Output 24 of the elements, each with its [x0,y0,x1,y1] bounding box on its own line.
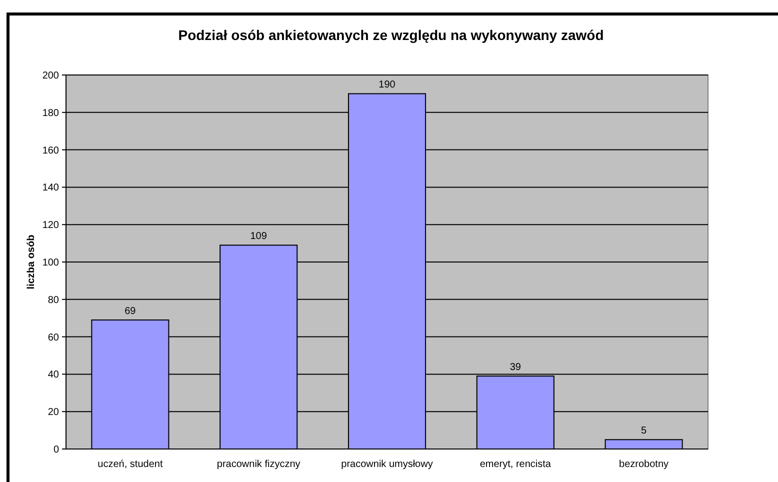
y-tick-label: 0 [53,444,60,456]
y-tick-label: 140 [42,182,60,194]
data-label: 109 [250,231,268,242]
data-label: 5 [641,426,648,437]
x-tick-label: emeryt, rencista [480,459,552,470]
data-label: 190 [378,80,396,91]
y-tick-label: 160 [42,145,60,156]
x-tick-label: uczeń, student [98,459,163,470]
x-tick-label: pracownik umysłowy [341,459,433,470]
y-tick-label: 20 [48,407,60,418]
y-tick-label: 60 [48,332,60,344]
y-tick-label: 40 [48,370,60,381]
x-tick-label: bezrobotny [619,459,669,470]
y-tick-label: 200 [42,70,60,82]
y-tick-label: 120 [42,220,60,232]
y-tick-label: 80 [48,294,60,306]
y-axis-title: liczba osób [26,234,37,290]
data-label: 69 [124,306,136,317]
bar [604,439,683,450]
x-tick-label: pracownik fizyczny [216,459,300,470]
data-label: 39 [510,362,522,374]
y-tick-label: 100 [42,258,60,268]
chart-title: Podział osób ankietowanych ze względu na wykonywany zawód [178,27,604,43]
y-tick-label: 180 [42,108,60,119]
